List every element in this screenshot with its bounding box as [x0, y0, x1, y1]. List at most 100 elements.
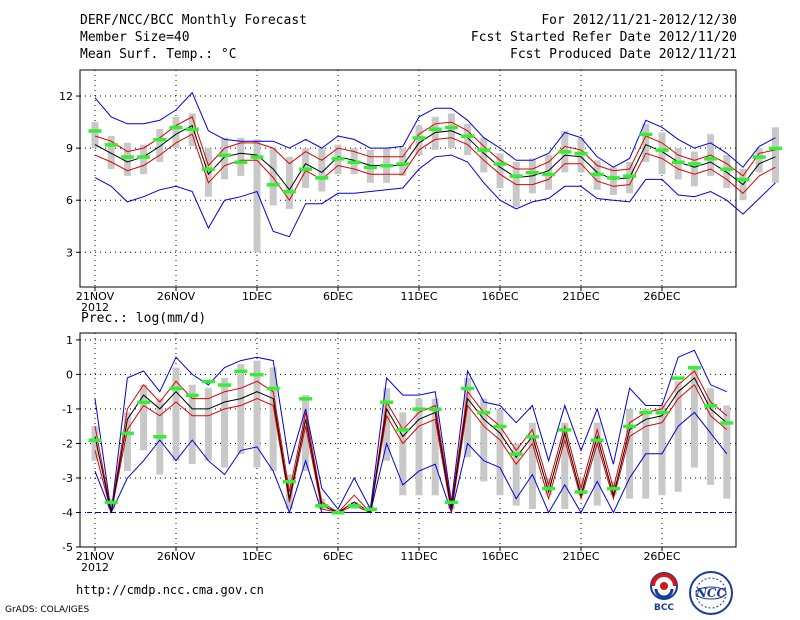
- panel1-median-marker: [590, 172, 604, 177]
- panel1-median-marker: [169, 125, 183, 130]
- forecast-period: For 2012/11/21-2012/12/30: [541, 13, 737, 28]
- panel1-median-marker: [315, 176, 329, 180]
- panel2-median-marker: [380, 400, 394, 405]
- panel1-median-marker: [525, 170, 539, 175]
- panel2-series-mean: [94, 377, 728, 514]
- panel1-spread-box: [480, 137, 488, 173]
- panel1-x-tick-label: 6DEC: [323, 290, 353, 303]
- panel2-group: 21NOV 26NOV 1DEC 6DEC 11DEC 16DEC 21DEC 26DEC 20…: [62, 311, 737, 574]
- panel2-median-marker: [347, 504, 361, 508]
- panel1-x-tick-label: 21DEC: [562, 290, 599, 303]
- panel2-median-marker: [153, 435, 167, 439]
- panel1-series-max: [94, 91, 776, 168]
- panel1-y-tick-label: 9: [66, 142, 73, 155]
- panel2-x-tick-label: 6DEC: [323, 550, 353, 563]
- ncc-logo: NCC: [688, 570, 734, 620]
- panel1-median-marker: [752, 155, 766, 159]
- panel1-median-marker: [282, 190, 296, 194]
- panel1-median-marker: [623, 174, 637, 178]
- panel2-x-tick-label: 16DEC: [481, 550, 518, 563]
- panel2-median-marker: [120, 431, 134, 436]
- grads-credit: GrADS: COLA/IGES: [5, 605, 90, 615]
- panel1-median-marker: [687, 162, 701, 166]
- panel2-x-tick-label: 26DEC: [643, 550, 680, 563]
- panel2-spread-box: [561, 422, 569, 510]
- panel1-median-marker: [477, 148, 491, 152]
- panel2-median-marker: [266, 386, 280, 391]
- panel2-median-marker: [493, 424, 507, 429]
- panel1-median-marker: [185, 127, 199, 132]
- panel2-median-marker: [396, 428, 410, 432]
- panel2-spread-box: [188, 384, 196, 465]
- panel2-median-marker: [655, 410, 669, 415]
- source-url[interactable]: http://cmdp.ncc.cma.gov.cn: [76, 583, 264, 597]
- panel1-median-marker: [671, 160, 685, 165]
- panel1-median-marker: [347, 160, 361, 165]
- panel2-spread-box: [172, 367, 180, 461]
- panel2-y-tick-label: -1: [62, 403, 73, 416]
- ncc-logo-text: NCC: [695, 586, 727, 600]
- panel2-spread-box: [302, 395, 310, 472]
- panel2-median-marker: [558, 428, 572, 432]
- panel2-spread-box: [237, 364, 245, 454]
- panel2-median-marker: [477, 410, 491, 415]
- panel2-median-marker: [412, 407, 426, 411]
- panel1-x-tick-label: 11DEC: [400, 290, 437, 303]
- panel2-median-marker: [331, 510, 345, 515]
- panel2-y-tick-label: -4: [62, 506, 73, 519]
- panel2-spread-box: [512, 443, 520, 506]
- panel1-spread-box: [658, 132, 666, 175]
- panel2-series-max: [94, 349, 727, 513]
- panel2-median-marker: [282, 479, 296, 484]
- panel2-spread-box: [91, 426, 99, 461]
- panel1-spread-box: [269, 148, 277, 206]
- panel1-median-marker: [363, 165, 377, 170]
- panel2-median-marker: [590, 438, 604, 442]
- panel1-spread-box: [755, 148, 763, 173]
- panel1-median-marker: [574, 151, 588, 156]
- panel2-x-tick-label: 11DEC: [400, 550, 437, 563]
- panel2-median-marker: [639, 410, 653, 415]
- panel1-median-marker: [153, 137, 167, 142]
- panel1-y-tick-label: 12: [59, 90, 73, 103]
- panel1-spread-box: [771, 127, 779, 183]
- panel1-spread-box: [609, 167, 617, 195]
- panel2-median-marker: [687, 366, 701, 370]
- panel2-median-marker: [363, 507, 377, 512]
- panel2-median-marker: [169, 386, 183, 391]
- panel2-spread-box: [626, 408, 634, 499]
- panel1-median-marker: [461, 134, 475, 138]
- panel2-median-marker: [542, 486, 556, 491]
- panel1-median-marker: [201, 167, 215, 171]
- panel2-x-tick-label: 21DEC: [562, 550, 599, 563]
- panel2-spread-box: [123, 412, 131, 472]
- panel1-median-marker: [606, 176, 620, 180]
- panel1-group: 21NOV 26NOV 1DEC 6DEC 11DEC 16DEC 21DEC 26DEC 20…: [59, 69, 782, 314]
- panel2-series-min: [94, 411, 728, 515]
- panel2-median-marker: [250, 372, 264, 377]
- panel2-median-marker: [234, 369, 248, 373]
- panel2-spread-box: [204, 388, 212, 461]
- panel1-spread-box: [690, 151, 698, 187]
- panel2-x-tick-label: 26NOV: [157, 550, 196, 563]
- panel1-x-year-label: 2012: [81, 301, 109, 314]
- panel2-spread-box: [140, 384, 148, 451]
- panel1-median-marker: [380, 163, 394, 168]
- panel1-median-marker: [493, 162, 507, 166]
- panel2-spread-box: [399, 412, 407, 496]
- panel2-y-tick-label: 1: [66, 334, 73, 347]
- panel1-spread-box: [253, 139, 261, 253]
- panel1-median-marker: [266, 183, 280, 187]
- panel2-x-year-label: 2012: [81, 561, 109, 574]
- panel1-spread-box: [285, 156, 293, 209]
- panel2-spread-box: [690, 367, 698, 468]
- panel1-median-marker: [720, 167, 734, 171]
- panel2-x-tick-label: 21NOV: [76, 550, 115, 563]
- panel2-spread-box: [221, 377, 229, 468]
- panel2-median-marker: [88, 438, 102, 442]
- panel1-median-marker: [104, 143, 118, 147]
- panel2-series-upper: [94, 370, 728, 514]
- panel2-median-marker: [201, 379, 215, 384]
- panel1-median-marker: [137, 155, 151, 159]
- panel1-median-marker: [704, 157, 718, 161]
